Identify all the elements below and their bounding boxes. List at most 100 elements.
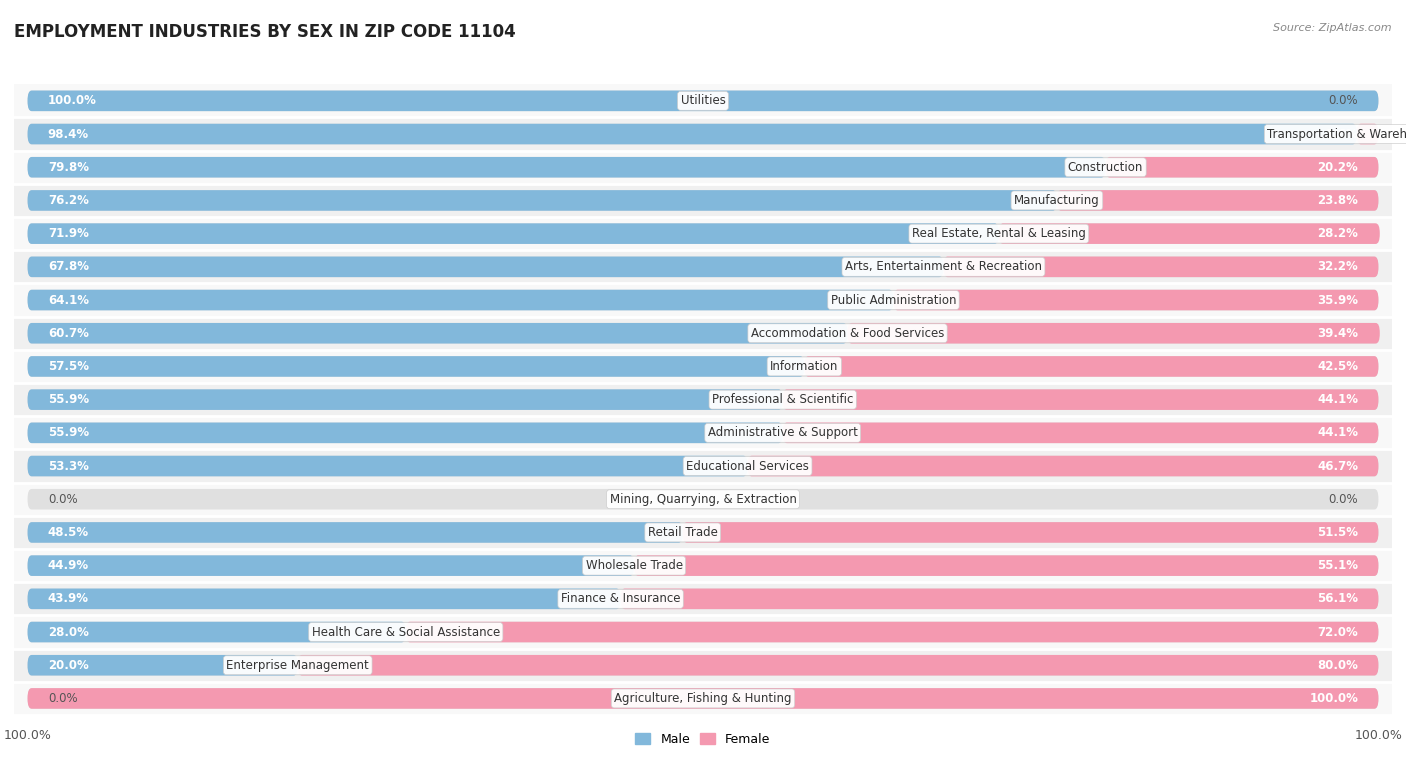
FancyBboxPatch shape <box>28 556 1378 576</box>
FancyBboxPatch shape <box>620 588 1378 609</box>
FancyBboxPatch shape <box>28 356 1378 376</box>
Text: Mining, Quarrying, & Extraction: Mining, Quarrying, & Extraction <box>610 493 796 506</box>
Text: 76.2%: 76.2% <box>48 194 89 207</box>
FancyBboxPatch shape <box>28 655 298 676</box>
Bar <box>14 151 1392 184</box>
FancyBboxPatch shape <box>848 323 1379 344</box>
FancyBboxPatch shape <box>28 423 1378 443</box>
Text: EMPLOYMENT INDUSTRIES BY SEX IN ZIP CODE 11104: EMPLOYMENT INDUSTRIES BY SEX IN ZIP CODE… <box>14 23 516 41</box>
Text: 20.0%: 20.0% <box>48 659 89 672</box>
Text: Information: Information <box>770 360 838 373</box>
Bar <box>14 117 1392 151</box>
Bar <box>14 283 1392 317</box>
FancyBboxPatch shape <box>406 622 1378 643</box>
Text: 28.2%: 28.2% <box>1317 227 1358 240</box>
Text: 57.5%: 57.5% <box>48 360 89 373</box>
FancyBboxPatch shape <box>28 423 783 443</box>
Text: Retail Trade: Retail Trade <box>648 526 717 539</box>
FancyBboxPatch shape <box>28 556 634 576</box>
FancyBboxPatch shape <box>28 223 1378 244</box>
Text: Manufacturing: Manufacturing <box>1014 194 1099 207</box>
Text: Transportation & Warehousing: Transportation & Warehousing <box>1267 127 1406 140</box>
FancyBboxPatch shape <box>298 655 1378 676</box>
Text: 23.8%: 23.8% <box>1317 194 1358 207</box>
Text: Arts, Entertainment & Recreation: Arts, Entertainment & Recreation <box>845 260 1042 273</box>
Text: 48.5%: 48.5% <box>48 526 89 539</box>
Text: Administrative & Support: Administrative & Support <box>707 426 858 439</box>
Text: Wholesale Trade: Wholesale Trade <box>585 559 683 572</box>
FancyBboxPatch shape <box>783 423 1378 443</box>
FancyBboxPatch shape <box>28 622 1378 643</box>
Text: 20.2%: 20.2% <box>1317 161 1358 174</box>
Text: 79.8%: 79.8% <box>48 161 89 174</box>
FancyBboxPatch shape <box>28 688 1378 708</box>
FancyBboxPatch shape <box>28 257 943 277</box>
Text: 43.9%: 43.9% <box>48 592 89 605</box>
Bar <box>14 483 1392 516</box>
FancyBboxPatch shape <box>28 356 804 376</box>
FancyBboxPatch shape <box>748 456 1378 476</box>
Text: Educational Services: Educational Services <box>686 459 808 473</box>
FancyBboxPatch shape <box>28 489 1378 510</box>
Text: 55.9%: 55.9% <box>48 426 89 439</box>
Bar <box>14 449 1392 483</box>
Bar <box>14 350 1392 383</box>
Bar <box>14 649 1392 682</box>
FancyBboxPatch shape <box>28 688 1378 708</box>
Text: 55.1%: 55.1% <box>1317 559 1358 572</box>
Text: 44.1%: 44.1% <box>1317 426 1358 439</box>
FancyBboxPatch shape <box>28 588 1378 609</box>
FancyBboxPatch shape <box>28 390 783 410</box>
Text: Health Care & Social Assistance: Health Care & Social Assistance <box>312 625 501 639</box>
Text: 46.7%: 46.7% <box>1317 459 1358 473</box>
Bar <box>14 615 1392 649</box>
FancyBboxPatch shape <box>893 289 1378 310</box>
Text: 72.0%: 72.0% <box>1317 625 1358 639</box>
Text: 0.0%: 0.0% <box>1329 95 1358 107</box>
FancyBboxPatch shape <box>634 556 1378 576</box>
Text: 64.1%: 64.1% <box>48 293 89 307</box>
Bar <box>14 416 1392 449</box>
FancyBboxPatch shape <box>28 289 1378 310</box>
Text: 71.9%: 71.9% <box>48 227 89 240</box>
Text: 60.7%: 60.7% <box>48 327 89 340</box>
Text: 39.4%: 39.4% <box>1317 327 1358 340</box>
Text: 44.1%: 44.1% <box>1317 393 1358 406</box>
FancyBboxPatch shape <box>28 323 1378 344</box>
Bar <box>14 217 1392 250</box>
Text: Agriculture, Fishing & Hunting: Agriculture, Fishing & Hunting <box>614 692 792 705</box>
FancyBboxPatch shape <box>28 190 1378 211</box>
Text: 55.9%: 55.9% <box>48 393 89 406</box>
Text: 0.0%: 0.0% <box>1329 493 1358 506</box>
Text: 32.2%: 32.2% <box>1317 260 1358 273</box>
FancyBboxPatch shape <box>28 223 998 244</box>
Text: Finance & Insurance: Finance & Insurance <box>561 592 681 605</box>
Text: Utilities: Utilities <box>681 95 725 107</box>
FancyBboxPatch shape <box>1357 123 1378 144</box>
FancyBboxPatch shape <box>28 123 1357 144</box>
FancyBboxPatch shape <box>28 323 848 344</box>
Bar <box>14 383 1392 416</box>
Text: 51.5%: 51.5% <box>1317 526 1358 539</box>
Bar <box>14 682 1392 715</box>
Bar <box>14 184 1392 217</box>
FancyBboxPatch shape <box>783 390 1378 410</box>
Text: 28.0%: 28.0% <box>48 625 89 639</box>
FancyBboxPatch shape <box>28 655 1378 676</box>
Text: 67.8%: 67.8% <box>48 260 89 273</box>
Bar <box>14 582 1392 615</box>
FancyBboxPatch shape <box>28 390 1378 410</box>
Text: Construction: Construction <box>1069 161 1143 174</box>
FancyBboxPatch shape <box>28 456 748 476</box>
Text: Accommodation & Food Services: Accommodation & Food Services <box>751 327 945 340</box>
Text: 100.0%: 100.0% <box>48 95 97 107</box>
FancyBboxPatch shape <box>943 257 1378 277</box>
Bar <box>14 250 1392 283</box>
FancyBboxPatch shape <box>28 588 620 609</box>
Text: 0.0%: 0.0% <box>48 692 77 705</box>
Text: Enterprise Management: Enterprise Management <box>226 659 370 672</box>
FancyBboxPatch shape <box>28 91 1378 111</box>
FancyBboxPatch shape <box>28 190 1057 211</box>
FancyBboxPatch shape <box>28 91 1378 111</box>
Bar <box>14 516 1392 549</box>
